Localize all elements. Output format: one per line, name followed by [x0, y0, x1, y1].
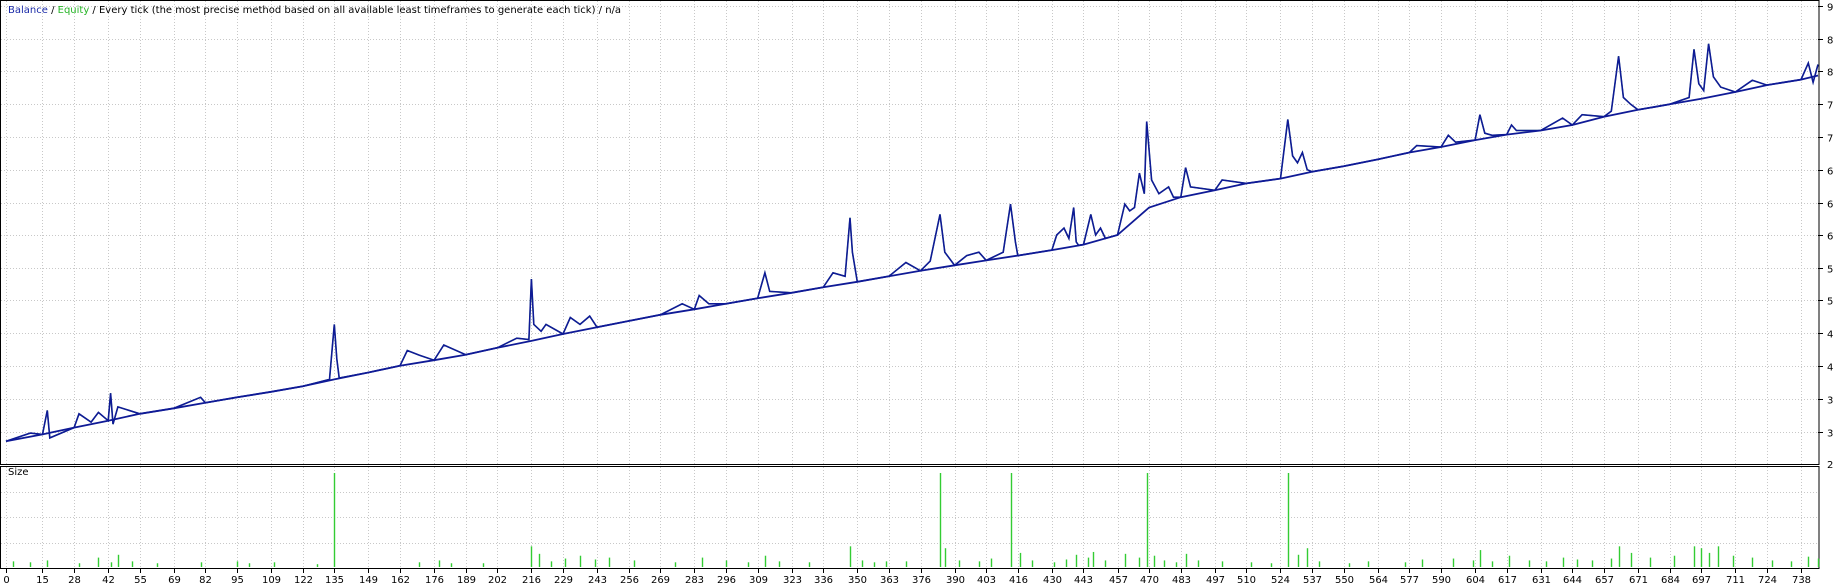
x-tick-label: 229	[554, 575, 573, 586]
x-tick-label: 697	[1692, 575, 1711, 586]
x-tick-label: 590	[1432, 575, 1451, 586]
balance-equity-lines	[5, 43, 1819, 443]
x-tick-label: 256	[620, 575, 639, 586]
y-tick-label: 552	[1827, 265, 1833, 276]
x-tick-label: 443	[1074, 575, 1093, 586]
balance-chart-frame	[0, 0, 1820, 465]
balance-chart-grid	[1, 1, 1818, 464]
balance-line	[5, 74, 1819, 443]
y-tick-label: 695	[1827, 167, 1833, 178]
y-tick-label: 314	[1827, 429, 1833, 440]
x-tick-label: 457	[1109, 575, 1128, 586]
size-chart-title: Size	[8, 467, 29, 478]
x-tick-label: 537	[1303, 575, 1322, 586]
size-bars	[12, 473, 1820, 567]
x-tick-label: 269	[651, 575, 670, 586]
x-tick-label: 671	[1629, 575, 1648, 586]
x-tick-label: 738	[1792, 575, 1811, 586]
x-tick-label: 564	[1369, 575, 1388, 586]
y-tick-label: 457	[1827, 330, 1833, 341]
x-tick-label: 336	[814, 575, 833, 586]
x-tick-label: 0	[3, 575, 9, 586]
x-tick-label: 162	[391, 575, 410, 586]
equity-spikes	[5, 43, 1819, 443]
y-tick-label: 743	[1827, 134, 1833, 145]
y-axis: 314 362 410 457 505 552 600 647 695 743 790 838 885 9…	[1818, 3, 1833, 471]
y-tick-label: 267	[1827, 460, 1833, 471]
x-tick-label: 189	[457, 575, 476, 586]
legend-equity: Equity	[57, 5, 90, 16]
x-tick-label: 296	[717, 575, 736, 586]
y-tick-label: 362	[1827, 396, 1833, 407]
x-tick-label: 416	[1009, 575, 1028, 586]
x-tick-label: 55	[134, 575, 147, 586]
x-tick-label: 577	[1400, 575, 1419, 586]
x-tick-label: 403	[977, 575, 996, 586]
x-tick-label: 122	[294, 575, 313, 586]
legend-separator: /	[47, 5, 58, 16]
x-tick-label: 309	[749, 575, 768, 586]
x-tick-label: 149	[359, 575, 378, 586]
y-tick-label: 410	[1827, 363, 1833, 374]
x-tick-label: 470	[1140, 575, 1159, 586]
x-tick-label: 483	[1172, 575, 1191, 586]
x-tick-label: 363	[880, 575, 899, 586]
x-tick-label: 376	[912, 575, 931, 586]
legend-separator: /	[89, 5, 99, 16]
x-tick-label: 497	[1206, 575, 1225, 586]
x-tick-label: 390	[946, 575, 965, 586]
x-tick-label: 95	[231, 575, 244, 586]
y-tick-label: 600	[1827, 232, 1833, 243]
x-tick-label: 510	[1237, 575, 1256, 586]
y-tick-label: 647	[1827, 200, 1833, 211]
x-tick-label: 617	[1498, 575, 1517, 586]
x-tick-label: 631	[1532, 575, 1551, 586]
x-axis: 0 15 28 42 55 69 82 95 109 122 135 149 162 176 189 202 2…	[3, 568, 1811, 586]
x-tick-label: 216	[522, 575, 541, 586]
x-tick-label: 15	[36, 575, 49, 586]
size-chart-frame	[0, 466, 1820, 569]
x-tick-label: 243	[588, 575, 607, 586]
x-tick-label: 135	[325, 575, 344, 586]
x-tick-label: 323	[783, 575, 802, 586]
x-tick-label: 644	[1563, 575, 1582, 586]
x-tick-label: 28	[68, 575, 81, 586]
x-tick-label: 283	[685, 575, 704, 586]
x-tick-label: 684	[1661, 575, 1680, 586]
x-tick-label: 711	[1726, 575, 1745, 586]
x-tick-label: 42	[102, 575, 115, 586]
legend-description: Every tick (the most precise method base…	[98, 5, 622, 16]
y-tick-label: 838	[1827, 68, 1833, 79]
legend-balance: Balance	[8, 5, 48, 16]
x-tick-label: 724	[1758, 575, 1777, 586]
x-tick-label: 524	[1271, 575, 1290, 586]
x-tick-label: 550	[1335, 575, 1354, 586]
y-tick-label: 933	[1827, 3, 1833, 14]
y-tick-label: 885	[1827, 36, 1833, 47]
x-tick-label: 109	[262, 575, 281, 586]
x-tick-label: 350	[848, 575, 867, 586]
x-tick-label: 604	[1466, 575, 1485, 586]
x-tick-label: 82	[199, 575, 212, 586]
x-tick-label: 657	[1595, 575, 1614, 586]
x-tick-label: 69	[168, 575, 181, 586]
y-tick-label: 505	[1827, 297, 1833, 308]
size-chart-grid	[1, 467, 1818, 568]
x-tick-label: 176	[425, 575, 444, 586]
chart-legend: Balance / Equity / Every tick (the most …	[8, 5, 621, 16]
x-tick-label: 202	[488, 575, 507, 586]
y-tick-label: 790	[1827, 101, 1833, 112]
x-tick-label: 430	[1043, 575, 1062, 586]
equity-line	[5, 43, 1819, 442]
